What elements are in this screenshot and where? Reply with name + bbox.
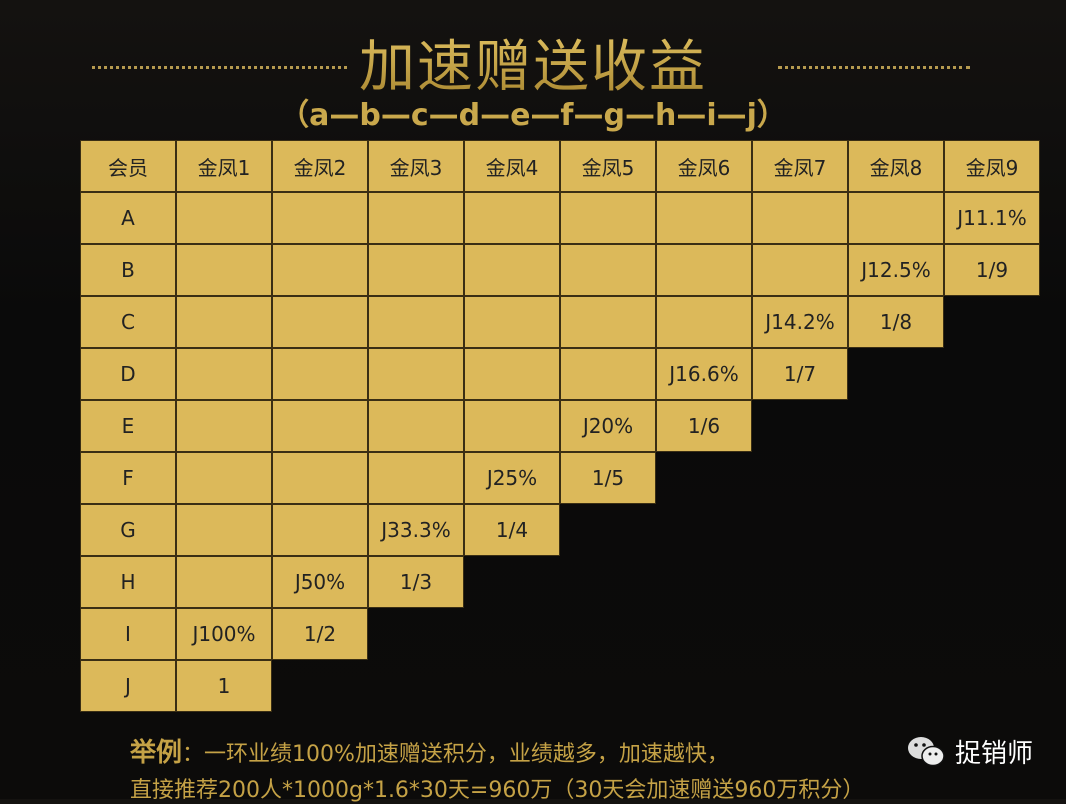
table-cell	[464, 192, 560, 244]
table-cell	[272, 296, 368, 348]
table-cell	[176, 452, 272, 504]
member-label: D	[80, 348, 176, 400]
table-cell: J11.1%	[944, 192, 1040, 244]
wechat-icon	[908, 736, 945, 766]
table-cell: J14.2%	[752, 296, 848, 348]
title-divider-left	[92, 66, 347, 69]
title-divider-right	[778, 66, 970, 69]
header-cell: 金凤8	[848, 140, 944, 192]
table-cell	[848, 192, 944, 244]
header-cell: 金凤4	[464, 140, 560, 192]
example-line-2: 直接推荐200人*1000g*1.6*30天=960万（30天会加速赠送960万…	[130, 778, 865, 803]
table-cell	[560, 296, 656, 348]
example-label: 举例	[130, 738, 183, 768]
watermark-text: 捉销师	[955, 739, 1034, 769]
table-cell: 1	[176, 660, 272, 712]
table-cell	[272, 192, 368, 244]
table-cell	[368, 296, 464, 348]
table-cell	[752, 192, 848, 244]
table-cell: J25%	[464, 452, 560, 504]
header-cell: 会员	[80, 140, 176, 192]
table-cell	[176, 296, 272, 348]
table-cell	[560, 348, 656, 400]
header-cell: 金凤2	[272, 140, 368, 192]
member-label: J	[80, 660, 176, 712]
table-cell	[368, 192, 464, 244]
table-cell: J16.6%	[656, 348, 752, 400]
table-cell	[176, 556, 272, 608]
watermark: 捉销师	[905, 733, 1033, 770]
table-cell	[752, 244, 848, 296]
table-cell	[560, 244, 656, 296]
table-cell	[176, 348, 272, 400]
table-cell	[368, 348, 464, 400]
member-label: A	[80, 192, 176, 244]
table-cell	[464, 400, 560, 452]
table-cell: 1/4	[464, 504, 560, 556]
table-cell: 1/9	[944, 244, 1040, 296]
table-cell	[176, 504, 272, 556]
header-cell: 金凤9	[944, 140, 1040, 192]
example-line-1: 举例：一环业绩100%加速赠送积分，业绩越多，加速越快，	[130, 732, 729, 769]
table-cell	[464, 296, 560, 348]
header-cell: 金凤1	[176, 140, 272, 192]
table-cell	[176, 192, 272, 244]
table-cell: 1/8	[848, 296, 944, 348]
header-cell: 金凤3	[368, 140, 464, 192]
table-cell: J12.5%	[848, 244, 944, 296]
table-cell	[560, 192, 656, 244]
table-cell	[176, 400, 272, 452]
member-label: C	[80, 296, 176, 348]
table-cell	[272, 244, 368, 296]
member-label: F	[80, 452, 176, 504]
table-cell	[368, 452, 464, 504]
header-cell: 金凤7	[752, 140, 848, 192]
table-cell	[272, 452, 368, 504]
table-cell	[656, 192, 752, 244]
member-label: E	[80, 400, 176, 452]
table-cell: 1/3	[368, 556, 464, 608]
header-cell: 金凤6	[656, 140, 752, 192]
table-cell: J100%	[176, 608, 272, 660]
page-subtitle: （a—b—c—d—e—f—g—h—i—j）	[279, 98, 787, 133]
table-cell: 1/6	[656, 400, 752, 452]
member-label: I	[80, 608, 176, 660]
table-cell: 1/7	[752, 348, 848, 400]
table-cell	[368, 400, 464, 452]
member-label: B	[80, 244, 176, 296]
example-text-1: ：一环业绩100%加速赠送积分，业绩越多，加速越快，	[182, 742, 729, 767]
table-cell	[656, 244, 752, 296]
table-cell	[272, 400, 368, 452]
table-cell: J50%	[272, 556, 368, 608]
table-cell	[464, 244, 560, 296]
member-label: H	[80, 556, 176, 608]
table-cell	[272, 504, 368, 556]
table-cell	[272, 348, 368, 400]
table-cell: 1/5	[560, 452, 656, 504]
table-cell: J33.3%	[368, 504, 464, 556]
member-label: G	[80, 504, 176, 556]
table-cell	[656, 296, 752, 348]
table-cell	[368, 244, 464, 296]
table-cell: J20%	[560, 400, 656, 452]
table-cell	[176, 244, 272, 296]
table-cell	[464, 348, 560, 400]
page-title: 加速赠送收益	[0, 22, 1066, 103]
table-cell: 1/2	[272, 608, 368, 660]
header-cell: 金凤5	[560, 140, 656, 192]
